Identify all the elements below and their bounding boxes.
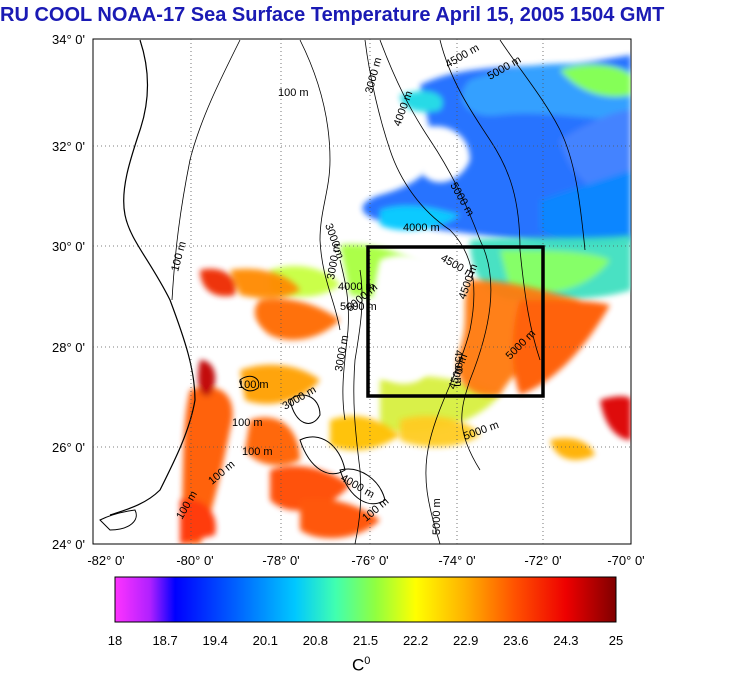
colorbar-tick-label: 24.3 — [553, 633, 578, 648]
lon-tick-label: -80° 0' — [176, 553, 213, 568]
lat-tick-label: 26° 0' — [52, 440, 85, 455]
colorbar-tick-label: 21.5 — [353, 633, 378, 648]
bathymetry-contours — [171, 39, 586, 544]
lat-tick-label: 34° 0' — [52, 32, 85, 47]
contour-label: 5000 m — [340, 301, 377, 313]
contour-label: 100 m — [238, 379, 269, 391]
colorbar-tick-label: 18.7 — [152, 633, 177, 648]
coastline — [109, 39, 196, 516]
lat-tick-label: 32° 0' — [52, 139, 85, 154]
colorbar-tick-label: 23.6 — [503, 633, 528, 648]
colorbar-ticks: 18 18.7 19.4 20.1 20.8 21.5 22.2 22.9 23.6 24.3 25 — [108, 633, 623, 648]
contour-label: 5000 m — [431, 498, 443, 535]
map-title: RU COOL NOAA-17 Sea Surface Temperature … — [0, 4, 665, 26]
contour-label: 4000 m — [403, 222, 440, 234]
contour-label: 4000 m — [338, 281, 375, 293]
study-region-box — [366, 245, 545, 398]
contour-label: 4500 m — [452, 350, 464, 387]
contour-label: 100 m — [278, 87, 309, 99]
colorbar-unit-label: C0 — [352, 655, 370, 676]
lat-tick-label: 28° 0' — [52, 340, 85, 355]
colorbar-unit-superscript: 0 — [364, 655, 371, 667]
lon-tick-label: -72° 0' — [524, 553, 561, 568]
lon-tick-label: -70° 0' — [607, 553, 644, 568]
colorbar-tick-label: 20.8 — [303, 633, 328, 648]
latitude-axis: 34° 0' 32° 0' 30° 0' 28° 0' 26° 0' 24° 0… — [52, 32, 85, 552]
contour-label: 100 m — [242, 446, 273, 458]
lon-tick-label: -78° 0' — [262, 553, 299, 568]
lon-tick-label: -76° 0' — [351, 553, 388, 568]
colorbar-unit: C — [352, 655, 365, 675]
sst-data-layer — [99, 39, 631, 544]
colorbar-tick-label: 22.2 — [403, 633, 428, 648]
colorbar-tick-label: 22.9 — [453, 633, 478, 648]
contour-label: 100 m — [232, 417, 263, 429]
lon-tick-label: -74° 0' — [438, 553, 475, 568]
colorbar-tick-label: 19.4 — [203, 633, 228, 648]
colorbar-tick-label: 18 — [108, 633, 122, 648]
colorbar — [114, 576, 617, 623]
lat-tick-label: 24° 0' — [52, 537, 85, 552]
longitude-axis: -82° 0' -80° 0' -78° 0' -76° 0' -74° 0' … — [87, 553, 644, 568]
lat-tick-label: 30° 0' — [52, 239, 85, 254]
lon-tick-label: -82° 0' — [87, 553, 124, 568]
colorbar-tick-label: 20.1 — [253, 633, 278, 648]
colorbar-tick-label: 25 — [609, 633, 623, 648]
